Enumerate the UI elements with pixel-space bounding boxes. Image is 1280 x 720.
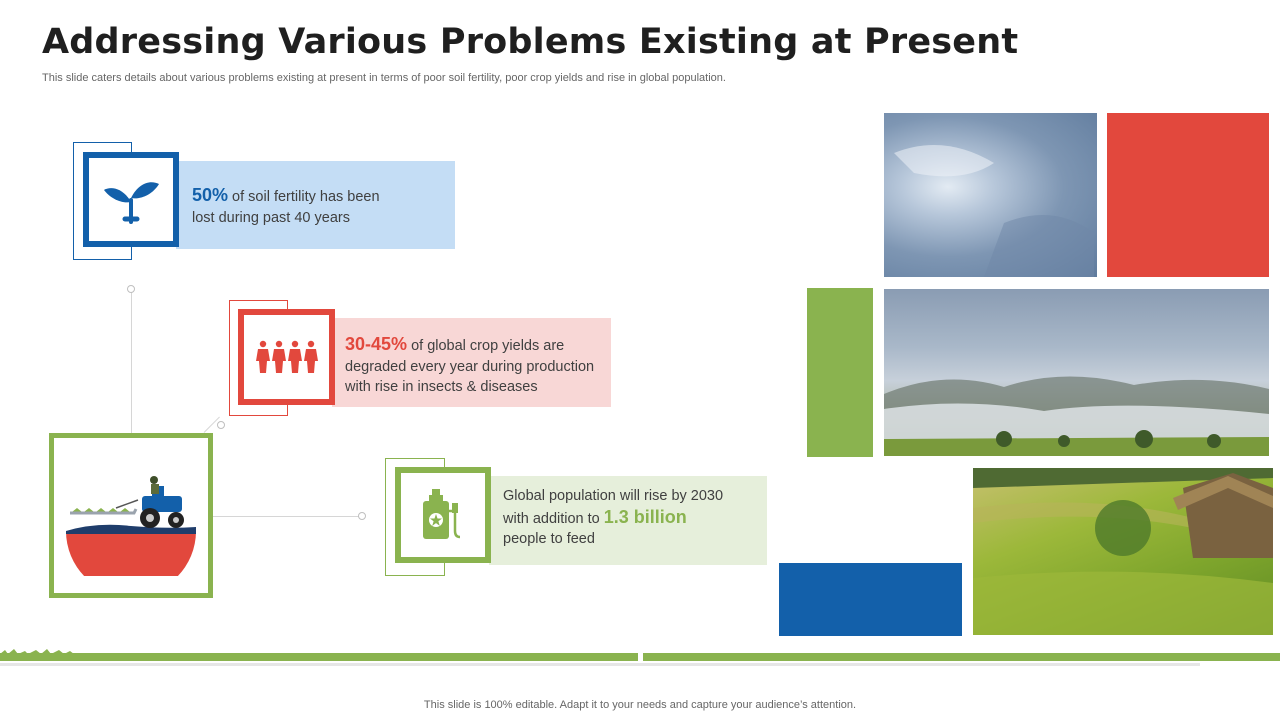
problem-highlight: 30-45% <box>345 334 408 354</box>
icon-box <box>83 152 179 247</box>
sprout-icon <box>104 181 159 224</box>
slide-title: Addressing Various Problems Existing at … <box>42 22 1019 62</box>
misty-valley-photo <box>884 289 1269 456</box>
grass-divider <box>0 649 1280 666</box>
connector-dot-right <box>358 512 366 520</box>
connector-vertical <box>131 289 132 435</box>
tractor-illustration-box <box>49 433 213 598</box>
icon-box <box>238 309 335 405</box>
slide-subtitle: This slide caters details about various … <box>42 72 726 84</box>
connector-horizontal <box>212 516 360 517</box>
sky-photo <box>884 113 1097 277</box>
problem-highlight: 1.3 billion <box>603 506 687 527</box>
problem-text: 50% of soil fertility has been lost duri… <box>192 185 380 226</box>
info-box <box>489 476 767 565</box>
red-color-block <box>1107 113 1269 277</box>
green-color-block <box>807 288 873 457</box>
people-icon <box>255 340 318 373</box>
info-box <box>176 161 455 249</box>
connector-dot-top <box>127 285 135 293</box>
problem-text: Global population will rise by 2030 with… <box>503 488 724 547</box>
footer-note: This slide is 100% editable. Adapt it to… <box>423 699 857 711</box>
problem-text: 30-45% of global crop yields are degrade… <box>345 334 595 395</box>
connector-dot-mid <box>217 421 225 429</box>
info-box <box>332 318 611 407</box>
tractor-field-icon <box>66 475 196 576</box>
spray-bottle-icon <box>423 489 461 539</box>
icon-box <box>395 467 491 563</box>
rice-field-photo <box>973 468 1273 635</box>
problem-highlight: 50% <box>192 185 229 205</box>
blue-color-block <box>779 563 962 636</box>
